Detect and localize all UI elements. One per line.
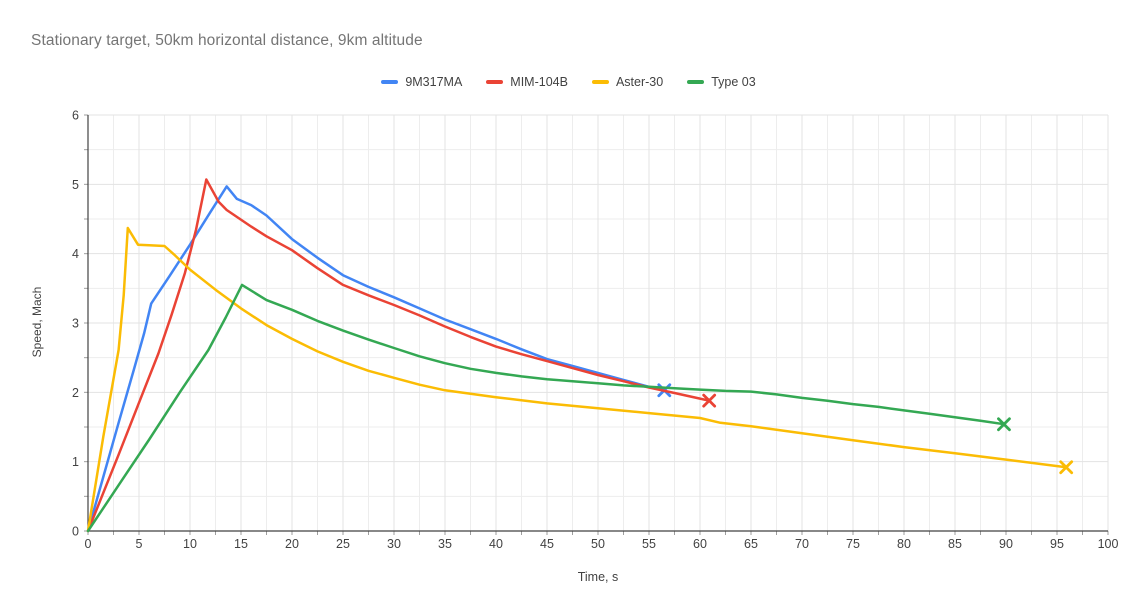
x-tick-label: 10 bbox=[183, 537, 197, 551]
x-tick-label: 100 bbox=[1098, 537, 1119, 551]
x-tick-label: 45 bbox=[540, 537, 554, 551]
series-line-MIM-104B bbox=[86, 178, 711, 533]
y-tick-label: 6 bbox=[72, 109, 79, 123]
series-line-9M317MA bbox=[86, 185, 666, 533]
y-axis-title: Speed, Mach bbox=[30, 286, 44, 358]
legend-label: Aster-30 bbox=[615, 75, 664, 89]
y-tick-label: 0 bbox=[72, 525, 79, 539]
x-tick-label: 85 bbox=[948, 537, 962, 551]
x-tick-label: 5 bbox=[136, 537, 143, 551]
x-tick-label: 75 bbox=[846, 537, 860, 551]
y-tick-label: 3 bbox=[72, 317, 79, 331]
legend-item-Aster-30[interactable]: Aster-30 bbox=[591, 75, 664, 89]
legend: 9M317MA MIM-104B Aster-30 Type 03 bbox=[0, 73, 1137, 91]
x-tick-label: 40 bbox=[489, 537, 503, 551]
legend-swatch-icon bbox=[591, 80, 609, 84]
y-tick-label: 4 bbox=[72, 247, 79, 261]
x-tick-label: 90 bbox=[999, 537, 1013, 551]
x-tick-label: 50 bbox=[591, 537, 605, 551]
legend-label: 9M317MA bbox=[405, 75, 463, 89]
chart-title: Stationary target, 50km horizontal dista… bbox=[31, 32, 423, 49]
x-tick-label: 60 bbox=[693, 537, 707, 551]
x-tick-label: 25 bbox=[336, 537, 350, 551]
legend-item-9M317MA[interactable]: 9M317MA bbox=[381, 75, 462, 89]
legend-label: MIM-104B bbox=[510, 75, 568, 89]
end-marker-Type 03 bbox=[997, 417, 1011, 432]
x-axis-title: Time, s bbox=[577, 570, 619, 584]
x-tick-label: 65 bbox=[744, 537, 758, 551]
x-tick-label: 30 bbox=[387, 537, 401, 551]
end-marker-MIM-104B bbox=[702, 393, 717, 408]
legend-swatch-icon bbox=[687, 80, 705, 84]
x-tick-label: 0 bbox=[85, 537, 92, 551]
legend-swatch-icon bbox=[486, 80, 504, 84]
x-tick-label: 15 bbox=[234, 537, 248, 551]
legend-swatch-icon bbox=[381, 80, 399, 84]
x-tick-label: 80 bbox=[897, 537, 911, 551]
y-tick-label: 1 bbox=[72, 455, 79, 469]
series-line-Aster-30 bbox=[86, 226, 1068, 533]
end-marker-Aster-30 bbox=[1059, 460, 1074, 475]
x-tick-label: 20 bbox=[285, 537, 299, 551]
series-line-Type 03 bbox=[86, 283, 1006, 533]
legend-label: Type 03 bbox=[711, 75, 756, 89]
y-tick-label: 2 bbox=[72, 386, 79, 400]
x-tick-label: 55 bbox=[642, 537, 656, 551]
legend-item-Type 03[interactable]: Type 03 bbox=[687, 75, 756, 89]
x-tick-label: 95 bbox=[1050, 537, 1064, 551]
x-tick-label: 70 bbox=[795, 537, 809, 551]
legend-item-MIM-104B[interactable]: MIM-104B bbox=[486, 75, 568, 89]
y-tick-label: 5 bbox=[72, 178, 79, 192]
x-tick-label: 35 bbox=[438, 537, 452, 551]
